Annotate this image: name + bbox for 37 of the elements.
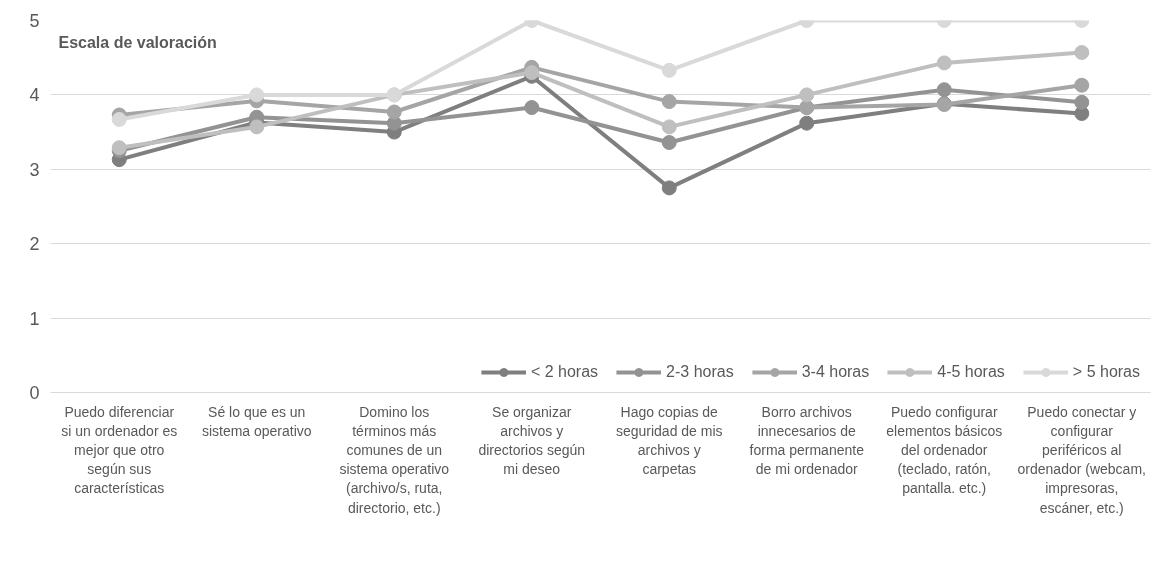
point xyxy=(661,94,677,110)
point xyxy=(1074,45,1090,60)
x-tick-label: Domino los términos más comunes de un sistema operativo (archivo/s, ruta, directorio, etc.) xyxy=(339,403,450,516)
y-tick-label: 1 xyxy=(29,308,40,329)
y-tick-label: 5 xyxy=(29,11,40,31)
point xyxy=(661,62,677,78)
legend-label: 2-3 horas xyxy=(666,363,734,381)
point xyxy=(524,100,540,116)
point xyxy=(661,180,677,196)
point xyxy=(249,119,265,135)
point xyxy=(1074,94,1090,110)
x-tick-label: Puedo configurar elementos básicos del ordenador (teclado, ratón, pantalla. etc.) xyxy=(886,403,1003,497)
y-tick-label: 2 xyxy=(29,234,40,255)
point xyxy=(111,111,127,127)
x-tick-label: Se organizar archivos y directorios según mi deseo xyxy=(478,403,586,478)
legend-label: < 2 horas xyxy=(530,363,599,381)
x-tick-label: Borro archivos innecesarios de forma permanente de mi ordenador xyxy=(749,403,865,478)
y-tick-label: 3 xyxy=(29,159,40,180)
point xyxy=(936,82,952,98)
point xyxy=(661,119,677,135)
x-tick-label: Puedo conectar y configurar periféricos al ordenador (webcam, impresoras, escáner, etc.) xyxy=(1017,403,1146,516)
point xyxy=(936,55,952,71)
y-tick-label: 0 xyxy=(29,383,40,403)
point xyxy=(386,104,402,120)
y-tick-label: 4 xyxy=(29,85,40,106)
text: Escala de valoración xyxy=(58,33,217,51)
legend-label: > 5 horas xyxy=(1072,363,1140,381)
point xyxy=(249,87,265,103)
point xyxy=(661,135,677,150)
legend-label: 3-4 horas xyxy=(801,363,870,381)
x-tick-label: Sé lo que es un sistema operativo xyxy=(201,403,312,439)
point xyxy=(799,87,815,103)
point xyxy=(1074,77,1090,93)
point xyxy=(799,115,815,131)
legend-label: 4-5 horas xyxy=(937,363,1005,381)
x-tick-label: Hago copias de seguridad de mis archivos y carpetas xyxy=(615,403,723,478)
x-tick-label: Puedo diferenciar si un ordenador es mejor que otro según sus características xyxy=(61,403,178,497)
